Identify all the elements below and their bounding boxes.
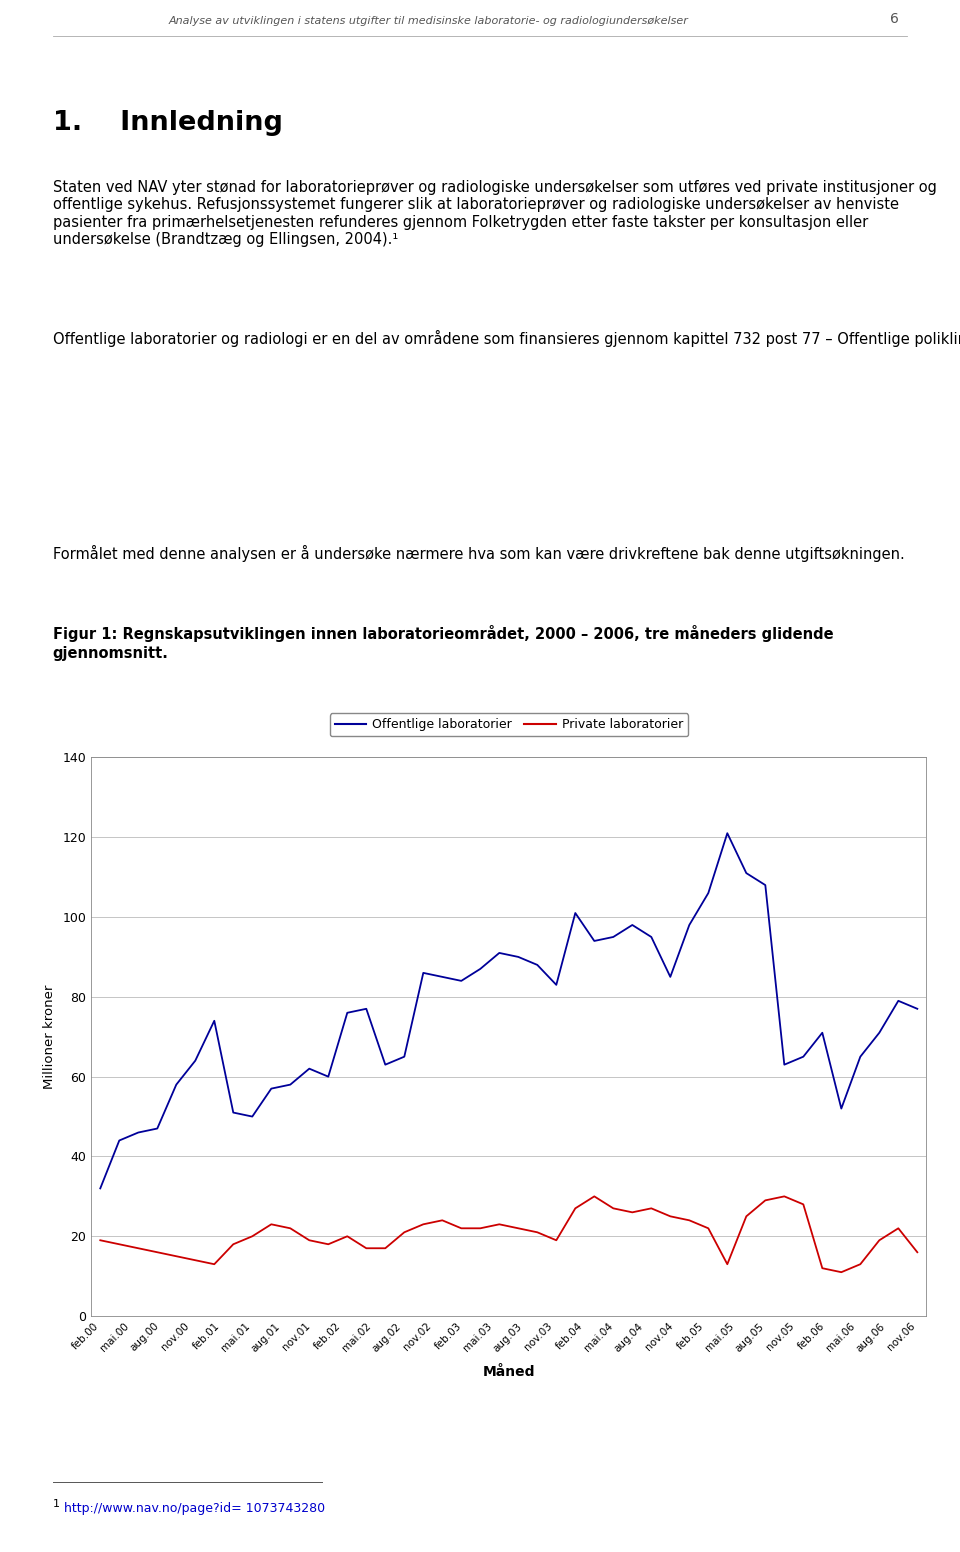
Text: http://www.nav.no/page?id= 1073743280: http://www.nav.no/page?id= 1073743280: [64, 1502, 325, 1515]
X-axis label: Måned: Måned: [483, 1364, 535, 1378]
Text: Analyse av utviklingen i statens utgifter til medisinske laboratorie- og radiolo: Analyse av utviklingen i statens utgifte…: [169, 17, 688, 26]
Text: 1.    Innledning: 1. Innledning: [53, 110, 282, 137]
Text: 1: 1: [53, 1499, 60, 1509]
Y-axis label: Millioner kroner: Millioner kroner: [42, 984, 56, 1090]
Text: Staten ved NAV yter stønad for laboratorieprøver og radiologiske undersøkelser s: Staten ved NAV yter stønad for laborator…: [53, 180, 937, 247]
Legend: Offentlige laboratorier, Private laboratorier: Offentlige laboratorier, Private laborat…: [329, 714, 688, 736]
Text: Offentlige laboratorier og radiologi er en del av områdene som finansieres gjenn: Offentlige laboratorier og radiologi er …: [53, 331, 960, 348]
Text: 6: 6: [890, 12, 899, 26]
Text: Formålet med denne analysen er å undersøke nærmere hva som kan være drivkreftene: Formålet med denne analysen er å undersø…: [53, 545, 904, 562]
Text: Figur 1: Regnskapsutviklingen innen laboratorieområdet, 2000 – 2006, tre måneder: Figur 1: Regnskapsutviklingen innen labo…: [53, 625, 833, 661]
